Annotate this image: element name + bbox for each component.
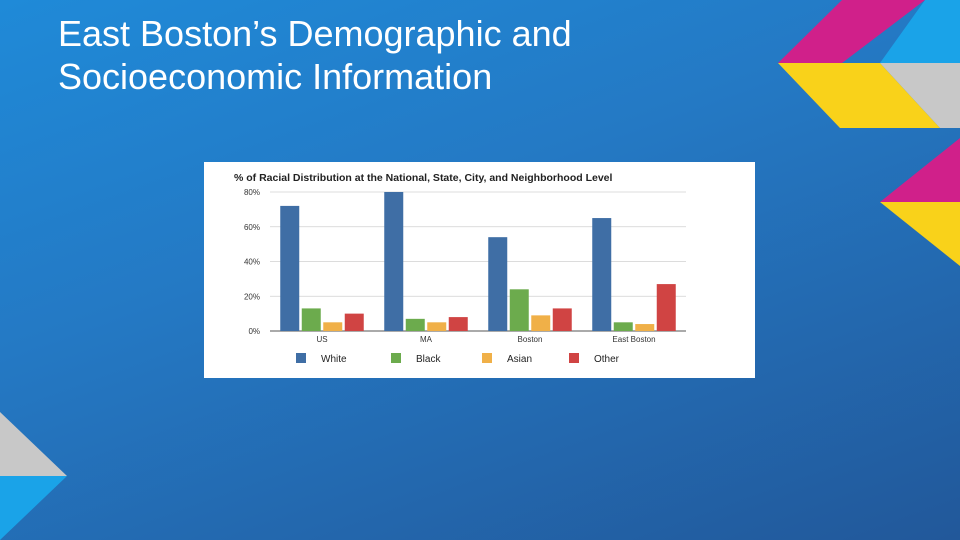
legend-swatch <box>569 353 579 363</box>
x-axis-categories: US MA Boston East Boston <box>316 335 655 344</box>
legend-swatch <box>391 353 401 363</box>
silver-shape-top <box>880 63 960 128</box>
legend-label: White <box>321 354 347 365</box>
slide-title-line-2: Socioeconomic Information <box>58 56 493 97</box>
y-tick-label: 20% <box>244 292 260 301</box>
legend-swatch <box>296 353 306 363</box>
bar-asian <box>635 324 655 331</box>
bar-other <box>552 308 572 331</box>
y-tick-label: 0% <box>248 327 260 336</box>
bar-asian <box>427 322 447 331</box>
bar-asian <box>531 315 551 331</box>
slide-title-line-1: East Boston’s Demographic and <box>58 13 572 54</box>
bar-black <box>301 308 321 331</box>
magenta-shape-mid <box>880 138 960 202</box>
bar-black <box>509 289 529 331</box>
bar-white <box>592 218 612 331</box>
y-tick-label: 80% <box>244 188 260 197</box>
x-category-label: East Boston <box>612 335 655 344</box>
magenta-shape-top <box>778 0 925 63</box>
bar-white <box>280 205 300 331</box>
gridlines <box>270 191 686 332</box>
bar-black <box>613 322 633 331</box>
bar-white <box>384 192 404 331</box>
y-tick-label: 40% <box>244 258 260 267</box>
legend-label: Asian <box>507 354 532 365</box>
bar-other <box>448 317 468 331</box>
bar-other <box>656 284 676 331</box>
x-category-label: Boston <box>518 335 543 344</box>
bars <box>280 192 676 331</box>
legend-swatch <box>482 353 492 363</box>
legend: White Black Asian Other <box>296 353 620 365</box>
sky-shape-top <box>880 0 960 63</box>
slide-title: East Boston’s Demographic and Socioecono… <box>58 12 758 98</box>
yellow-shape-mid <box>880 202 960 266</box>
bar-black <box>405 318 425 331</box>
y-tick-label: 60% <box>244 223 260 232</box>
x-category-label: MA <box>420 335 433 344</box>
bar-chart: % of Racial Distribution at the National… <box>234 172 686 365</box>
chart-card: % of Racial Distribution at the National… <box>204 162 755 378</box>
silver-shape-bottom <box>0 412 67 476</box>
bar-other <box>344 313 364 331</box>
x-category-label: US <box>316 335 327 344</box>
legend-label: Black <box>416 354 441 365</box>
legend-label: Other <box>594 354 620 365</box>
bar-asian <box>323 322 343 331</box>
bar-white <box>488 237 508 331</box>
sky-shape-bottom <box>0 476 67 540</box>
chart-title: % of Racial Distribution at the National… <box>234 172 613 184</box>
yellow-shape-top <box>778 63 940 128</box>
y-axis-ticks: 0% 20% 40% 60% 80% <box>244 188 260 336</box>
